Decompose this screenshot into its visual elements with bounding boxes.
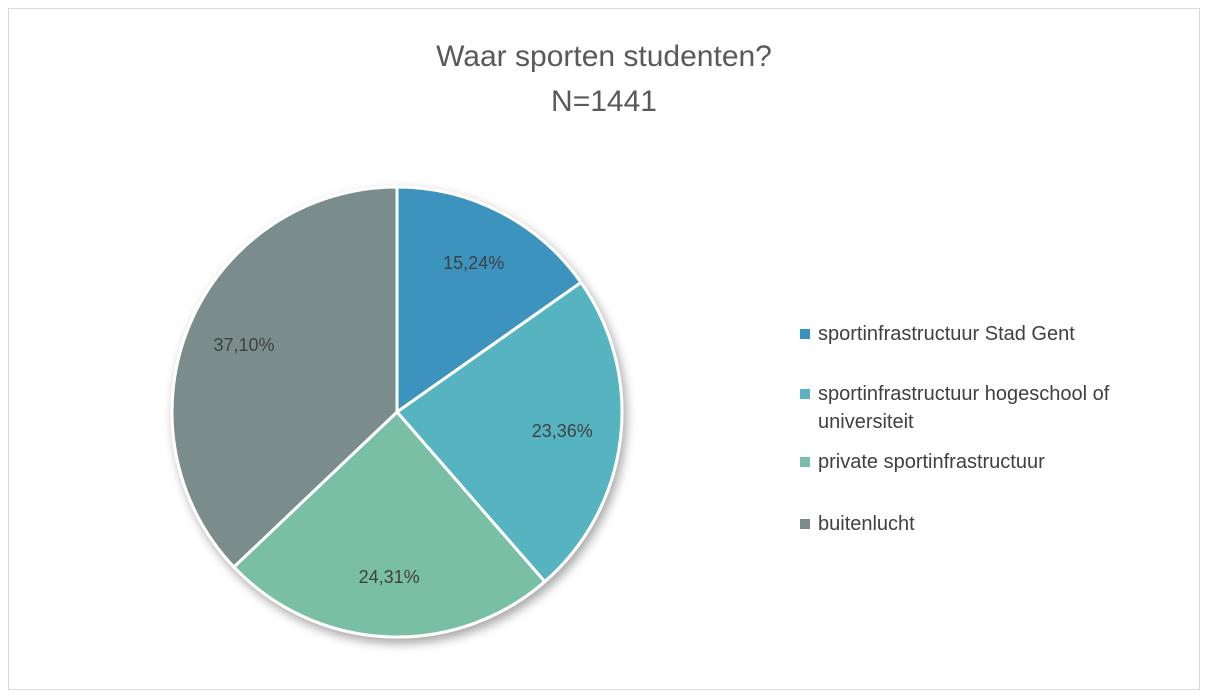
legend-entry: sportinfrastructuur hogeschool of univer… <box>800 380 1190 436</box>
data-label: 23,36% <box>532 421 593 441</box>
legend-label: sportinfrastructuur Stad Gent <box>818 323 1075 345</box>
legend-swatch <box>800 457 810 467</box>
legend-swatch <box>800 389 810 399</box>
legend-swatch <box>800 329 810 339</box>
pie <box>170 185 624 639</box>
legend-entry: private sportinfrastructuur <box>800 448 1045 476</box>
legend-label: sportinfrastructuur hogeschool of univer… <box>818 383 1110 433</box>
legend-entry: buitenlucht <box>800 510 915 538</box>
legend-entry: sportinfrastructuur Stad Gent <box>800 320 1075 348</box>
pie-slice <box>231 409 547 639</box>
pie-slice <box>170 185 399 570</box>
chart-title: Waar sporten studenten? <box>436 40 772 73</box>
data-label: 15,24% <box>443 253 504 273</box>
legend-swatch <box>800 519 810 529</box>
legend-label: private sportinfrastructuur <box>818 451 1045 473</box>
pie-slice <box>395 185 584 415</box>
data-label: 37,10% <box>213 335 274 355</box>
legend-label: buitenlucht <box>818 513 915 535</box>
chart-subtitle: N=1441 <box>551 85 657 118</box>
data-label: 24,31% <box>359 567 420 587</box>
pie-slice <box>394 280 624 584</box>
